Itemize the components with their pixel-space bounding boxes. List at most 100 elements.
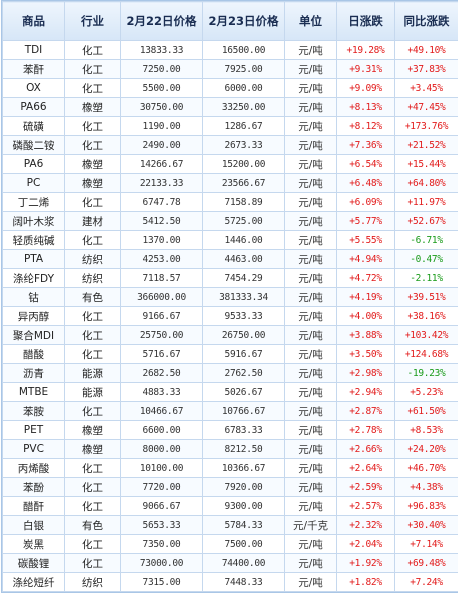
commodity-cell: 碳酸锂: [2, 553, 65, 573]
industry-cell: 建材: [64, 211, 121, 231]
yoy-change-cell: +4.38%: [394, 477, 458, 497]
price-feb23-cell: 2762.50: [202, 363, 285, 383]
unit-cell: 元/吨: [284, 458, 337, 478]
column-header-commodity: 商品: [2, 1, 65, 41]
daily-change-cell: +2.78%: [336, 420, 395, 440]
price-feb23-cell: 381333.34: [202, 287, 285, 307]
unit-cell: 元/吨: [284, 534, 337, 554]
unit-cell: 元/吨: [284, 363, 337, 383]
industry-cell: 橡塑: [64, 154, 121, 174]
table-row: 异丙醇 化工 9166.67 9533.33 元/吨 +4.00% +38.16%: [2, 306, 458, 326]
table-header: 商品 行业 2月22日价格 2月23日价格 单位 日涨跌 同比涨跌: [2, 1, 458, 41]
daily-change-cell: +19.28%: [336, 40, 395, 60]
yoy-change-cell: +49.10%: [394, 40, 458, 60]
commodity-cell: PET: [2, 420, 65, 440]
industry-cell: 化工: [64, 116, 121, 136]
industry-cell: 橡塑: [64, 97, 121, 117]
column-header-price-feb22: 2月22日价格: [120, 1, 203, 41]
industry-cell: 橡塑: [64, 420, 121, 440]
price-feb23-cell: 10366.67: [202, 458, 285, 478]
unit-cell: 元/吨: [284, 572, 337, 592]
yoy-change-cell: -0.47%: [394, 249, 458, 269]
daily-change-cell: +5.55%: [336, 230, 395, 250]
daily-change-cell: +7.36%: [336, 135, 395, 155]
price-feb23-cell: 5916.67: [202, 344, 285, 364]
unit-cell: 元/吨: [284, 553, 337, 573]
table-row: PVC 橡塑 8000.00 8212.50 元/吨 +2.66% +24.20%: [2, 439, 458, 459]
price-feb22-cell: 7720.00: [120, 477, 203, 497]
unit-cell: 元/吨: [284, 382, 337, 402]
price-feb23-cell: 10766.67: [202, 401, 285, 421]
daily-change-cell: +1.82%: [336, 572, 395, 592]
industry-cell: 纺织: [64, 249, 121, 269]
industry-cell: 化工: [64, 401, 121, 421]
industry-cell: 化工: [64, 78, 121, 98]
unit-cell: 元/吨: [284, 116, 337, 136]
yoy-change-cell: +124.68%: [394, 344, 458, 364]
industry-cell: 化工: [64, 496, 121, 516]
industry-cell: 化工: [64, 477, 121, 497]
table-row: 炭黑 化工 7350.00 7500.00 元/吨 +2.04% +7.14%: [2, 534, 458, 554]
industry-cell: 能源: [64, 363, 121, 383]
industry-cell: 化工: [64, 458, 121, 478]
price-feb23-cell: 5784.33: [202, 515, 285, 535]
table-row: 阔叶木浆 建材 5412.50 5725.00 元/吨 +5.77% +52.67%: [2, 211, 458, 231]
unit-cell: 元/吨: [284, 477, 337, 497]
table-row: 苯酐 化工 7250.00 7925.00 元/吨 +9.31% +37.83%: [2, 59, 458, 79]
commodity-cell: OX: [2, 78, 65, 98]
price-feb23-cell: 7454.29: [202, 268, 285, 288]
price-feb22-cell: 4253.00: [120, 249, 203, 269]
unit-cell: 元/吨: [284, 325, 337, 345]
daily-change-cell: +4.94%: [336, 249, 395, 269]
price-feb23-cell: 7158.89: [202, 192, 285, 212]
daily-change-cell: +3.88%: [336, 325, 395, 345]
price-feb22-cell: 7118.57: [120, 268, 203, 288]
commodity-cell: 钴: [2, 287, 65, 307]
daily-change-cell: +9.09%: [336, 78, 395, 98]
table-row: PET 橡塑 6600.00 6783.33 元/吨 +2.78% +8.53%: [2, 420, 458, 440]
price-feb23-cell: 1286.67: [202, 116, 285, 136]
table-row: 涤纶短纤 纺织 7315.00 7448.33 元/吨 +1.82% +7.24%: [2, 572, 458, 592]
price-feb23-cell: 7920.00: [202, 477, 285, 497]
yoy-change-cell: +11.97%: [394, 192, 458, 212]
yoy-change-cell: -2.11%: [394, 268, 458, 288]
unit-cell: 元/吨: [284, 344, 337, 364]
yoy-change-cell: +15.44%: [394, 154, 458, 174]
industry-cell: 化工: [64, 534, 121, 554]
daily-change-cell: +2.04%: [336, 534, 395, 554]
yoy-change-cell: +8.53%: [394, 420, 458, 440]
daily-change-cell: +8.12%: [336, 116, 395, 136]
yoy-change-cell: +47.45%: [394, 97, 458, 117]
price-feb23-cell: 5725.00: [202, 211, 285, 231]
daily-change-cell: +2.94%: [336, 382, 395, 402]
daily-change-cell: +2.32%: [336, 515, 395, 535]
industry-cell: 化工: [64, 192, 121, 212]
commodity-cell: 醋酐: [2, 496, 65, 516]
price-feb22-cell: 6747.78: [120, 192, 203, 212]
table-row: 白银 有色 5653.33 5784.33 元/千克 +2.32% +30.40%: [2, 515, 458, 535]
price-feb22-cell: 366000.00: [120, 287, 203, 307]
yoy-change-cell: +46.70%: [394, 458, 458, 478]
daily-change-cell: +2.64%: [336, 458, 395, 478]
commodity-cell: 丙烯酸: [2, 458, 65, 478]
yoy-change-cell: +5.23%: [394, 382, 458, 402]
commodity-cell: PTA: [2, 249, 65, 269]
price-feb23-cell: 7448.33: [202, 572, 285, 592]
price-feb22-cell: 30750.00: [120, 97, 203, 117]
yoy-change-cell: +61.50%: [394, 401, 458, 421]
price-feb23-cell: 2673.33: [202, 135, 285, 155]
price-feb22-cell: 22133.33: [120, 173, 203, 193]
table-row: 钴有色 366000.00 381333.34 元/吨 +4.19% +39.51%: [2, 287, 458, 307]
commodity-cell: 醋酸: [2, 344, 65, 364]
industry-cell: 纺织: [64, 572, 121, 592]
price-feb22-cell: 9166.67: [120, 306, 203, 326]
industry-cell: 化工: [64, 325, 121, 345]
price-feb22-cell: 1190.00: [120, 116, 203, 136]
commodity-cell: 阔叶木浆: [2, 211, 65, 231]
table-row: 硫磺 化工 1190.00 1286.67 元/吨 +8.12% +173.76%: [2, 116, 458, 136]
table-row: 醋酐 化工 9066.67 9300.00 元/吨 +2.57% +96.83%: [2, 496, 458, 516]
price-feb23-cell: 9533.33: [202, 306, 285, 326]
table-row: 丁二烯 化工 6747.78 7158.89 元/吨 +6.09% +11.97%: [2, 192, 458, 212]
